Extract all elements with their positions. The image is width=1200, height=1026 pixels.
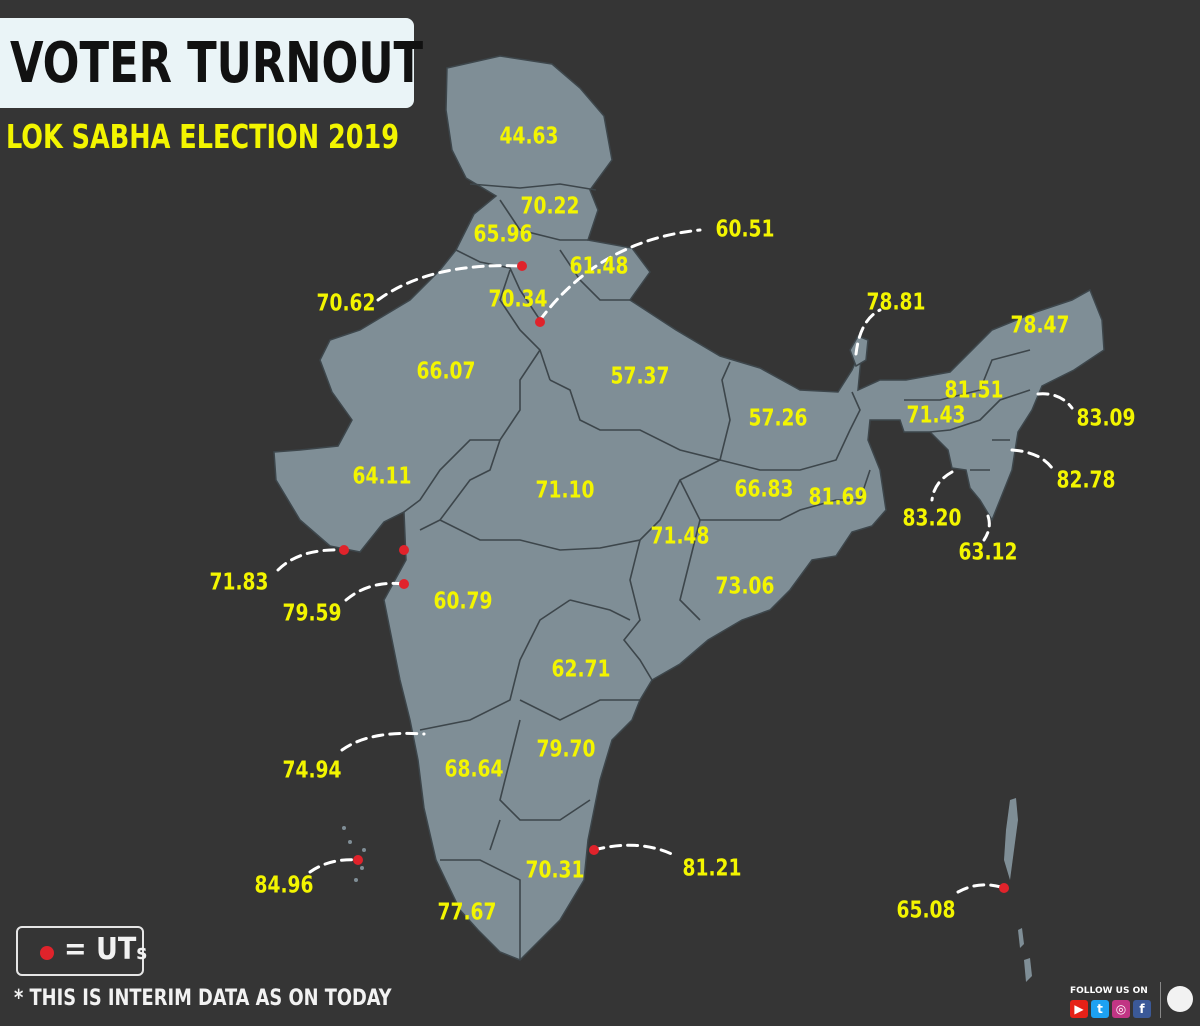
label-kerala: 77.67 — [437, 899, 497, 926]
label-arunachal-pradesh: 78.47 — [1010, 312, 1070, 339]
label-uttar-pradesh: 57.37 — [610, 363, 670, 390]
brand-logo-mark — [1167, 986, 1193, 1012]
andaman-nicobar-islands — [1004, 798, 1032, 982]
brand-logo — [1160, 982, 1193, 1018]
label-uttarakhand: 61.48 — [569, 253, 629, 280]
instagram-icon[interactable]: ◎ — [1112, 1000, 1130, 1018]
label-karnataka: 68.64 — [444, 756, 504, 783]
ut-markers — [339, 261, 1009, 893]
ut-marker-chandigarh — [517, 261, 527, 271]
label-andhra-pradesh: 79.70 — [536, 736, 596, 763]
label-tripura: 83.20 — [902, 505, 962, 532]
state-borders — [403, 183, 1031, 960]
legend-suffix: s — [136, 940, 148, 964]
label-delhi: 60.51 — [715, 216, 775, 243]
ut-marker-andaman — [999, 883, 1009, 893]
label-nagaland: 83.09 — [1076, 405, 1136, 432]
youtube-icon[interactable]: ▶ — [1070, 1000, 1088, 1018]
facebook-icon[interactable]: f — [1133, 1000, 1151, 1018]
label-chandigarh: 70.62 — [316, 290, 376, 317]
legend-label: = UT — [64, 932, 137, 967]
label-bihar: 57.26 — [748, 405, 808, 432]
label-chhattisgarh: 71.48 — [650, 523, 710, 550]
social-follow: FOLLOW US ON ▶ t ◎ f — [1070, 986, 1156, 1018]
sikkim-shape — [849, 335, 869, 368]
page-subtitle: LOK SABHA ELECTION 2019 — [6, 117, 400, 156]
label-andaman-nicobar: 65.08 — [896, 897, 956, 924]
ut-marker-daman-diu — [339, 545, 349, 555]
label-daman-diu: 71.83 — [209, 569, 269, 596]
ut-marker-puducherry — [589, 845, 599, 855]
label-meghalaya: 71.43 — [906, 402, 966, 429]
label-jharkhand: 66.83 — [734, 476, 794, 503]
ut-marker-dadra-nagar-haveli — [399, 579, 409, 589]
label-sikkim: 78.81 — [866, 289, 926, 316]
label-goa: 74.94 — [282, 757, 342, 784]
page-title: VOTER TURNOUT — [10, 31, 424, 96]
follow-us-text: FOLLOW US ON — [1070, 986, 1148, 996]
label-himachal-pradesh: 70.22 — [520, 193, 580, 220]
ut-legend: = UTs — [16, 926, 148, 976]
label-puducherry: 81.21 — [682, 855, 742, 882]
lakshadweep-islands — [342, 826, 366, 882]
twitter-icon[interactable]: t — [1091, 1000, 1109, 1018]
label-punjab: 65.96 — [473, 221, 533, 248]
label-maharashtra: 60.79 — [433, 588, 493, 615]
label-tamil-nadu: 70.31 — [525, 857, 585, 884]
legend-ut-dot — [40, 946, 54, 960]
label-haryana: 70.34 — [488, 286, 548, 313]
label-assam: 81.51 — [944, 377, 1004, 404]
label-west-bengal: 81.69 — [808, 484, 868, 511]
label-gujarat: 64.11 — [352, 463, 412, 490]
label-madhya-pradesh: 71.10 — [535, 477, 595, 504]
label-mizoram: 63.12 — [958, 539, 1018, 566]
ut-marker-delhi — [535, 317, 545, 327]
label-jammu-kashmir: 44.63 — [499, 123, 559, 150]
title-banner — [0, 18, 414, 108]
india-mainland — [273, 55, 1105, 961]
label-manipur: 82.78 — [1056, 467, 1116, 494]
label-lakshadweep: 84.96 — [254, 872, 314, 899]
ut-marker-daman-diu-2 — [399, 545, 409, 555]
label-dadra-nagar-haveli: 79.59 — [282, 600, 342, 627]
label-rajasthan: 66.07 — [416, 358, 476, 385]
label-odisha: 73.06 — [715, 573, 775, 600]
ut-marker-lakshadweep — [353, 855, 363, 865]
label-telangana: 62.71 — [551, 656, 611, 683]
leader-lines — [276, 228, 1074, 894]
interim-data-footnote: * THIS IS INTERIM DATA AS ON TODAY — [14, 986, 392, 1011]
